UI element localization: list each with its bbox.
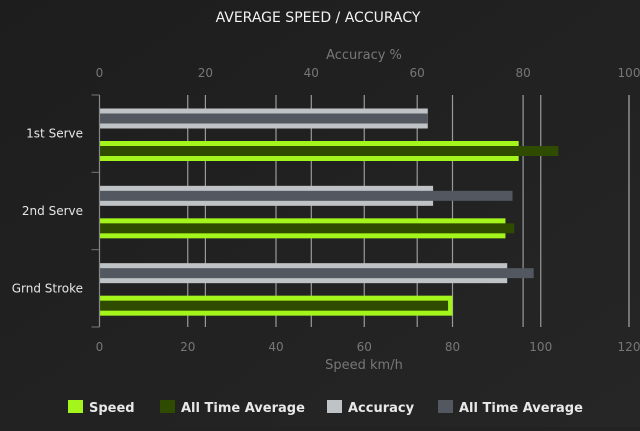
bottom-tick-label: 20: [180, 340, 195, 354]
legend-swatch: [438, 400, 453, 413]
accuracy-average-bar: [99, 268, 534, 279]
bottom-tick-label: 100: [529, 340, 552, 354]
top-tick-label: 20: [198, 66, 213, 80]
legend-label: Speed: [89, 401, 135, 416]
legend-label: All Time Average: [459, 401, 583, 416]
legend-swatch: [327, 400, 342, 413]
top-tick-label: 0: [96, 66, 104, 80]
bottom-tick-label: 40: [268, 340, 283, 354]
legend-label: All Time Average: [181, 401, 305, 416]
legend-swatch: [68, 400, 83, 413]
bottom-tick-label: 120: [618, 340, 640, 354]
category-label: 1st Serve: [26, 127, 83, 141]
category-label: 2nd Serve: [22, 204, 83, 218]
bottom-tick-label: 0: [96, 340, 104, 354]
legend-swatch: [160, 400, 175, 413]
speed-average-bar: [99, 223, 515, 234]
top-tick-label: 60: [410, 66, 425, 80]
legend-label: Accuracy: [348, 401, 415, 416]
bottom-tick-label: 80: [445, 340, 460, 354]
top-tick-label: 40: [304, 66, 319, 80]
top-axis-label: Accuracy %: [326, 48, 402, 63]
bottom-axis-label: Speed km/h: [325, 358, 403, 373]
top-tick-label: 80: [515, 66, 530, 80]
bottom-tick-label: 60: [357, 340, 372, 354]
top-tick-label: 100: [618, 66, 640, 80]
speed-average-bar: [99, 146, 559, 156]
accuracy-average-bar: [99, 113, 428, 124]
speed-average-bar: [99, 300, 449, 311]
accuracy-average-bar: [99, 190, 513, 201]
category-label: Grnd Stroke: [12, 281, 83, 295]
chart-title: AVERAGE SPEED / ACCURACY: [216, 10, 421, 26]
